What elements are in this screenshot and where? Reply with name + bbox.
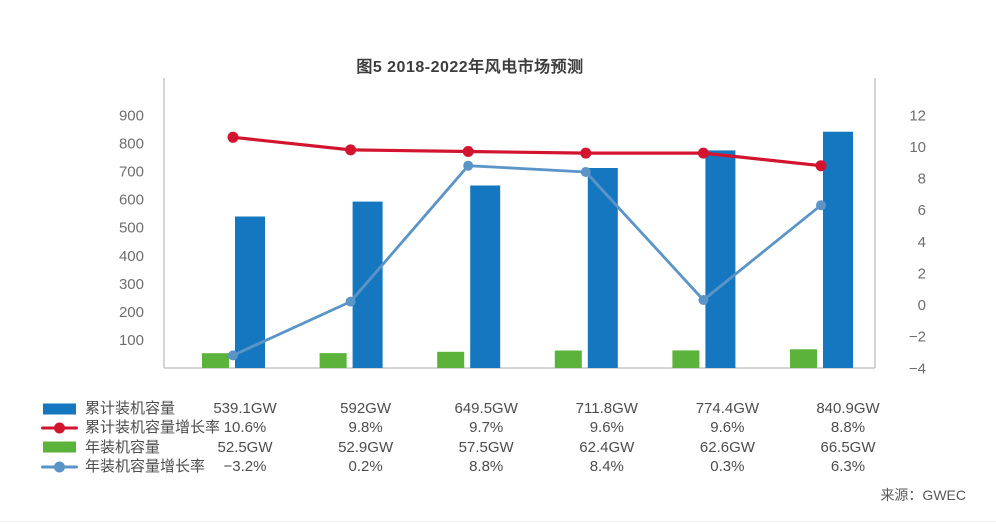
left-axis-tick-label: 100 [119, 332, 144, 349]
right-axis-tick-label: 6 [918, 202, 926, 219]
data-value: 10.6% [223, 419, 267, 437]
divider [0, 521, 996, 522]
data-value: 52.9GW [338, 438, 394, 456]
right-axis-tick-label: 12 [909, 107, 926, 124]
left-axis-tick-label: 500 [119, 220, 144, 237]
data-value: 9.7% [469, 419, 504, 437]
data-value: 62.4GW [579, 438, 635, 456]
annual-capacity-bar [437, 351, 465, 368]
legend-row: 累计装机容量 539.1GW 592GW 649.5GW 711.8GW 774.4GW 8… [40, 399, 952, 418]
cumulative-capacity-bar [823, 131, 853, 368]
right-axis-tick-label: 4 [918, 234, 926, 251]
chart-title: 图5 2018-2022年风电市场预测 [356, 59, 584, 76]
cumulative-capacity-bar [705, 150, 736, 368]
annual-growth-line-marker [345, 296, 356, 307]
legend-data-table: 累计装机容量 539.1GW 592GW 649.5GW 711.8GW 774.4GW 8… [40, 399, 952, 476]
cumulative-capacity-bar [352, 201, 383, 368]
annual-capacity-bar [319, 353, 347, 368]
combo-chart: 100 200 300 400 500 600 700 800 900 −4 −2 0 2 4 6 8 10 12 [119, 78, 926, 377]
data-value: 9.6% [589, 419, 624, 437]
left-axis-tick-label: 300 [119, 276, 144, 293]
data-value: 774.4GW [695, 400, 760, 417]
annual-capacity-bar [202, 353, 229, 368]
cumulative-capacity-bar [587, 168, 618, 368]
left-axis-tick-label: 700 [119, 164, 144, 181]
right-axis-tick-label: 10 [909, 139, 926, 156]
legend-label: 累计装机容量增长率 [85, 419, 221, 437]
data-value: −3.2% [223, 457, 267, 475]
data-value: 539.1GW [213, 400, 277, 417]
data-value: 62.6GW [699, 438, 755, 456]
legend-label: 累计装机容量 [85, 400, 176, 417]
cumulative-capacity-bar [235, 216, 265, 368]
cumulative-growth-line-marker [227, 131, 239, 143]
data-value: 0.3% [710, 457, 745, 475]
left-axis-tick-label: 400 [119, 248, 144, 265]
data-value: 9.8% [348, 419, 383, 437]
legend-label: 年装机容量 [85, 438, 161, 456]
annual-growth-line-marker [228, 350, 238, 361]
cumulative-growth-line-marker [345, 144, 357, 156]
data-value: 592GW [340, 400, 392, 417]
left-axis-tick-label: 200 [119, 304, 144, 321]
data-value: 0.2% [348, 457, 383, 475]
data-value: 711.8GW [575, 400, 638, 417]
cumulative-growth-line-marker [580, 147, 592, 159]
legend-bar-swatch [43, 441, 76, 453]
annual-growth-line-marker [580, 167, 591, 177]
legend-row: 年装机容量增长率 −3.2% 0.2% 8.8% 8.4% 0.3% 6.3% [40, 457, 952, 476]
legend-line-swatch [40, 457, 80, 476]
data-value: 649.5GW [454, 400, 518, 417]
annual-growth-line-marker [816, 200, 826, 211]
data-value: 66.5GW [820, 438, 876, 456]
legend-line-dot [54, 461, 65, 473]
right-axis-tick-label: −4 [909, 360, 926, 377]
right-axis-tick-label: 8 [918, 171, 926, 188]
left-axis-tick-label: 900 [119, 107, 144, 124]
left-axis-tick-label: 600 [119, 192, 144, 209]
cumulative-capacity-bar [470, 185, 501, 368]
annual-capacity-bar [790, 349, 817, 368]
cumulative-growth-line-marker [815, 160, 827, 172]
legend-row: 年装机容量 52.5GW 52.9GW 57.5GW 62.4GW 62.6GW 66.5G… [40, 438, 952, 457]
data-value: 8.8% [469, 457, 504, 475]
data-value: 840.9GW [816, 400, 880, 417]
annual-growth-line [232, 164, 822, 357]
data-value: 8.8% [830, 419, 866, 437]
cumulative-growth-line-marker [697, 147, 709, 159]
annual-capacity-bar [672, 350, 700, 368]
legend-label: 年装机容量增长率 [85, 457, 206, 475]
cumulative-growth-line [232, 135, 822, 168]
cumulative-growth-line-marker [462, 146, 474, 157]
right-axis-tick-label: −2 [909, 329, 926, 346]
data-value: 9.6% [710, 419, 745, 437]
data-value: 6.3% [830, 457, 866, 475]
data-value: 52.5GW [217, 438, 273, 456]
legend-line-swatch [40, 418, 80, 437]
legend-row: 累计装机容量增长率 10.6% 9.8% 9.7% 9.6% 9.6% 8.8% [40, 418, 952, 437]
annual-growth-line-marker [463, 160, 474, 171]
legend-line-dot [54, 422, 65, 434]
right-axis-tick-label: 0 [918, 297, 926, 314]
annual-growth-line-marker [698, 295, 709, 305]
data-value: 8.4% [589, 457, 624, 475]
annual-capacity-bar [554, 350, 582, 368]
legend-bar-swatch [43, 403, 76, 415]
source-note: 来源：GWEC [880, 487, 966, 503]
left-axis-tick-label: 800 [119, 135, 144, 152]
right-axis-tick-label: 2 [918, 265, 926, 282]
data-value: 57.5GW [458, 438, 514, 456]
